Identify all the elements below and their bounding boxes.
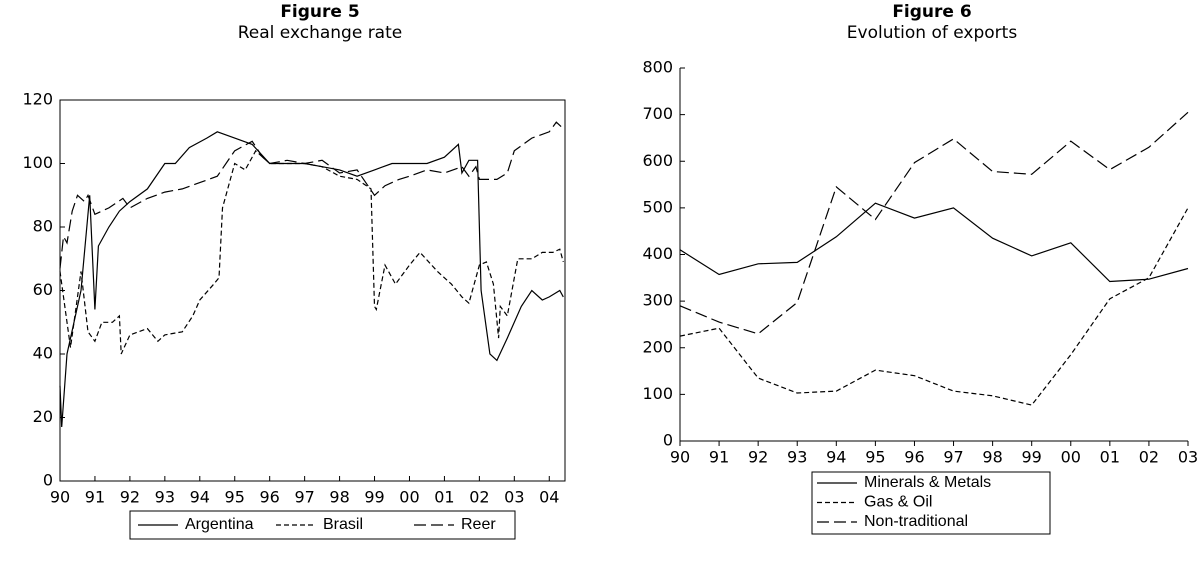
y-tick-label: 300 [642, 291, 673, 310]
series-line [59, 121, 564, 269]
y-tick-label: 80 [33, 217, 53, 236]
x-tick-label: 90 [670, 448, 690, 467]
x-tick-label: 93 [787, 448, 807, 467]
x-tick-label: 99 [1022, 448, 1042, 467]
x-tick-label: 98 [982, 448, 1002, 467]
chart-subtitle: Evolution of exports [847, 23, 1018, 43]
y-tick-label: 200 [642, 337, 673, 356]
legend-box [811, 471, 1051, 535]
y-tick-label: 600 [642, 151, 673, 170]
x-tick-label: 99 [364, 488, 384, 507]
x-tick-label: 01 [1100, 448, 1120, 467]
x-tick-label: 00 [1061, 448, 1081, 467]
y-tick-label: 20 [33, 407, 53, 426]
legend-box [129, 510, 516, 540]
x-tick-label: 02 [469, 488, 489, 507]
y-tick-label: 60 [33, 280, 53, 299]
y-tick-label: 800 [642, 58, 673, 77]
x-tick-label: 90 [50, 488, 70, 507]
series-line [59, 149, 564, 355]
x-tick-label: 96 [260, 488, 280, 507]
y-tick-label: 400 [642, 244, 673, 263]
x-tick-label: 94 [190, 488, 210, 507]
x-tick-label: 98 [329, 488, 349, 507]
y-tick-label: 700 [642, 104, 673, 123]
x-tick-label: 91 [709, 448, 729, 467]
x-tick-label: 95 [225, 488, 245, 507]
series-line [59, 131, 564, 428]
plot-frame [59, 99, 566, 482]
x-tick-label: 92 [120, 488, 140, 507]
y-tick-label: 100 [642, 384, 673, 403]
x-tick-label: 97 [943, 448, 963, 467]
x-tick-label: 94 [826, 448, 846, 467]
x-tick-label: 92 [748, 448, 768, 467]
y-tick-label: 500 [642, 197, 673, 216]
y-tick-label: 100 [22, 153, 53, 172]
legend-label: Brasil [323, 516, 363, 533]
y-tick-label: 0 [43, 471, 53, 490]
chart-subtitle: Real exchange rate [238, 23, 402, 43]
series-line [679, 202, 1189, 283]
x-tick-label: 04 [539, 488, 559, 507]
y-tick-label: 40 [33, 344, 53, 363]
legend-label: Gas & Oil [864, 494, 932, 511]
x-tick-label: 97 [294, 488, 314, 507]
x-tick-label: 03 [1178, 448, 1198, 467]
legend-label: Argentina [185, 516, 254, 533]
x-tick-label: 00 [399, 488, 419, 507]
x-tick-label: 95 [865, 448, 885, 467]
x-tick-label: 02 [1139, 448, 1159, 467]
series-line [679, 111, 1189, 335]
chart-title: Figure 5 [280, 2, 359, 22]
legend-label: Minerals & Metals [864, 474, 991, 491]
chart-title: Figure 6 [892, 2, 971, 22]
legend-label: Reer [461, 516, 496, 533]
y-tick-label: 0 [663, 431, 673, 450]
x-tick-label: 96 [904, 448, 924, 467]
legend-label: Non-traditional [864, 513, 968, 530]
x-tick-label: 91 [85, 488, 105, 507]
x-tick-label: 03 [504, 488, 524, 507]
x-tick-label: 93 [155, 488, 175, 507]
series-line [679, 207, 1189, 406]
y-tick-label: 120 [22, 90, 53, 109]
x-tick-label: 01 [434, 488, 454, 507]
